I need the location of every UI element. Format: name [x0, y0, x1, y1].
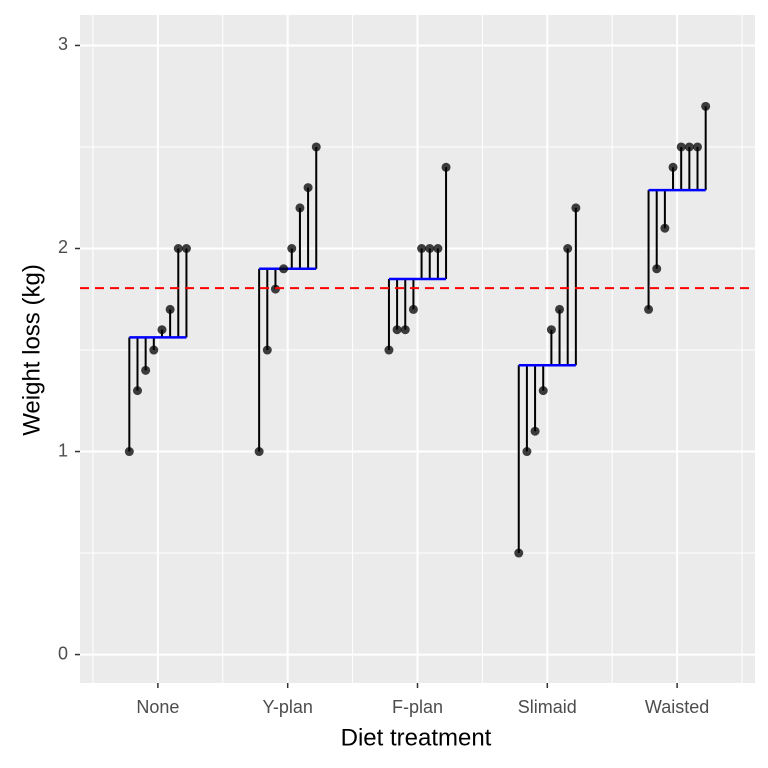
point [701, 101, 711, 111]
point [571, 203, 581, 213]
point [132, 386, 142, 396]
point [514, 548, 524, 558]
y-tick-label: 1 [58, 440, 68, 460]
point [141, 365, 151, 375]
point [433, 243, 443, 253]
point [425, 243, 435, 253]
point [668, 162, 678, 172]
point [563, 243, 573, 253]
point [546, 325, 556, 335]
x-tick-label: Y-plan [262, 697, 312, 717]
y-tick-label: 3 [58, 34, 68, 54]
point [538, 386, 548, 396]
point [693, 142, 703, 152]
point [311, 142, 321, 152]
point [270, 284, 280, 294]
point [384, 345, 394, 355]
point [660, 223, 670, 233]
point [392, 325, 402, 335]
y-axis-label: Weight loss (kg) [18, 264, 45, 436]
point [652, 264, 662, 274]
point [400, 325, 410, 335]
point [676, 142, 686, 152]
point [644, 304, 654, 314]
point [295, 203, 305, 213]
y-tick-label: 0 [58, 643, 68, 663]
y-tick-label: 2 [58, 237, 68, 257]
x-axis-label: Diet treatment [341, 724, 492, 751]
point [441, 162, 451, 172]
point [181, 243, 191, 253]
point [149, 345, 159, 355]
point [165, 304, 175, 314]
point [555, 304, 565, 314]
x-tick-label: None [136, 697, 179, 717]
point [303, 183, 313, 193]
point [254, 447, 264, 457]
point [408, 304, 418, 314]
x-tick-label: Waisted [645, 697, 709, 717]
point [124, 447, 134, 457]
x-tick-label: Slimaid [518, 697, 577, 717]
point [262, 345, 272, 355]
x-tick-label: F-plan [392, 697, 443, 717]
point [522, 447, 532, 457]
point [279, 264, 289, 274]
point [417, 243, 427, 253]
point [287, 243, 297, 253]
point [684, 142, 694, 152]
point [530, 426, 540, 436]
point [157, 325, 167, 335]
point [173, 243, 183, 253]
